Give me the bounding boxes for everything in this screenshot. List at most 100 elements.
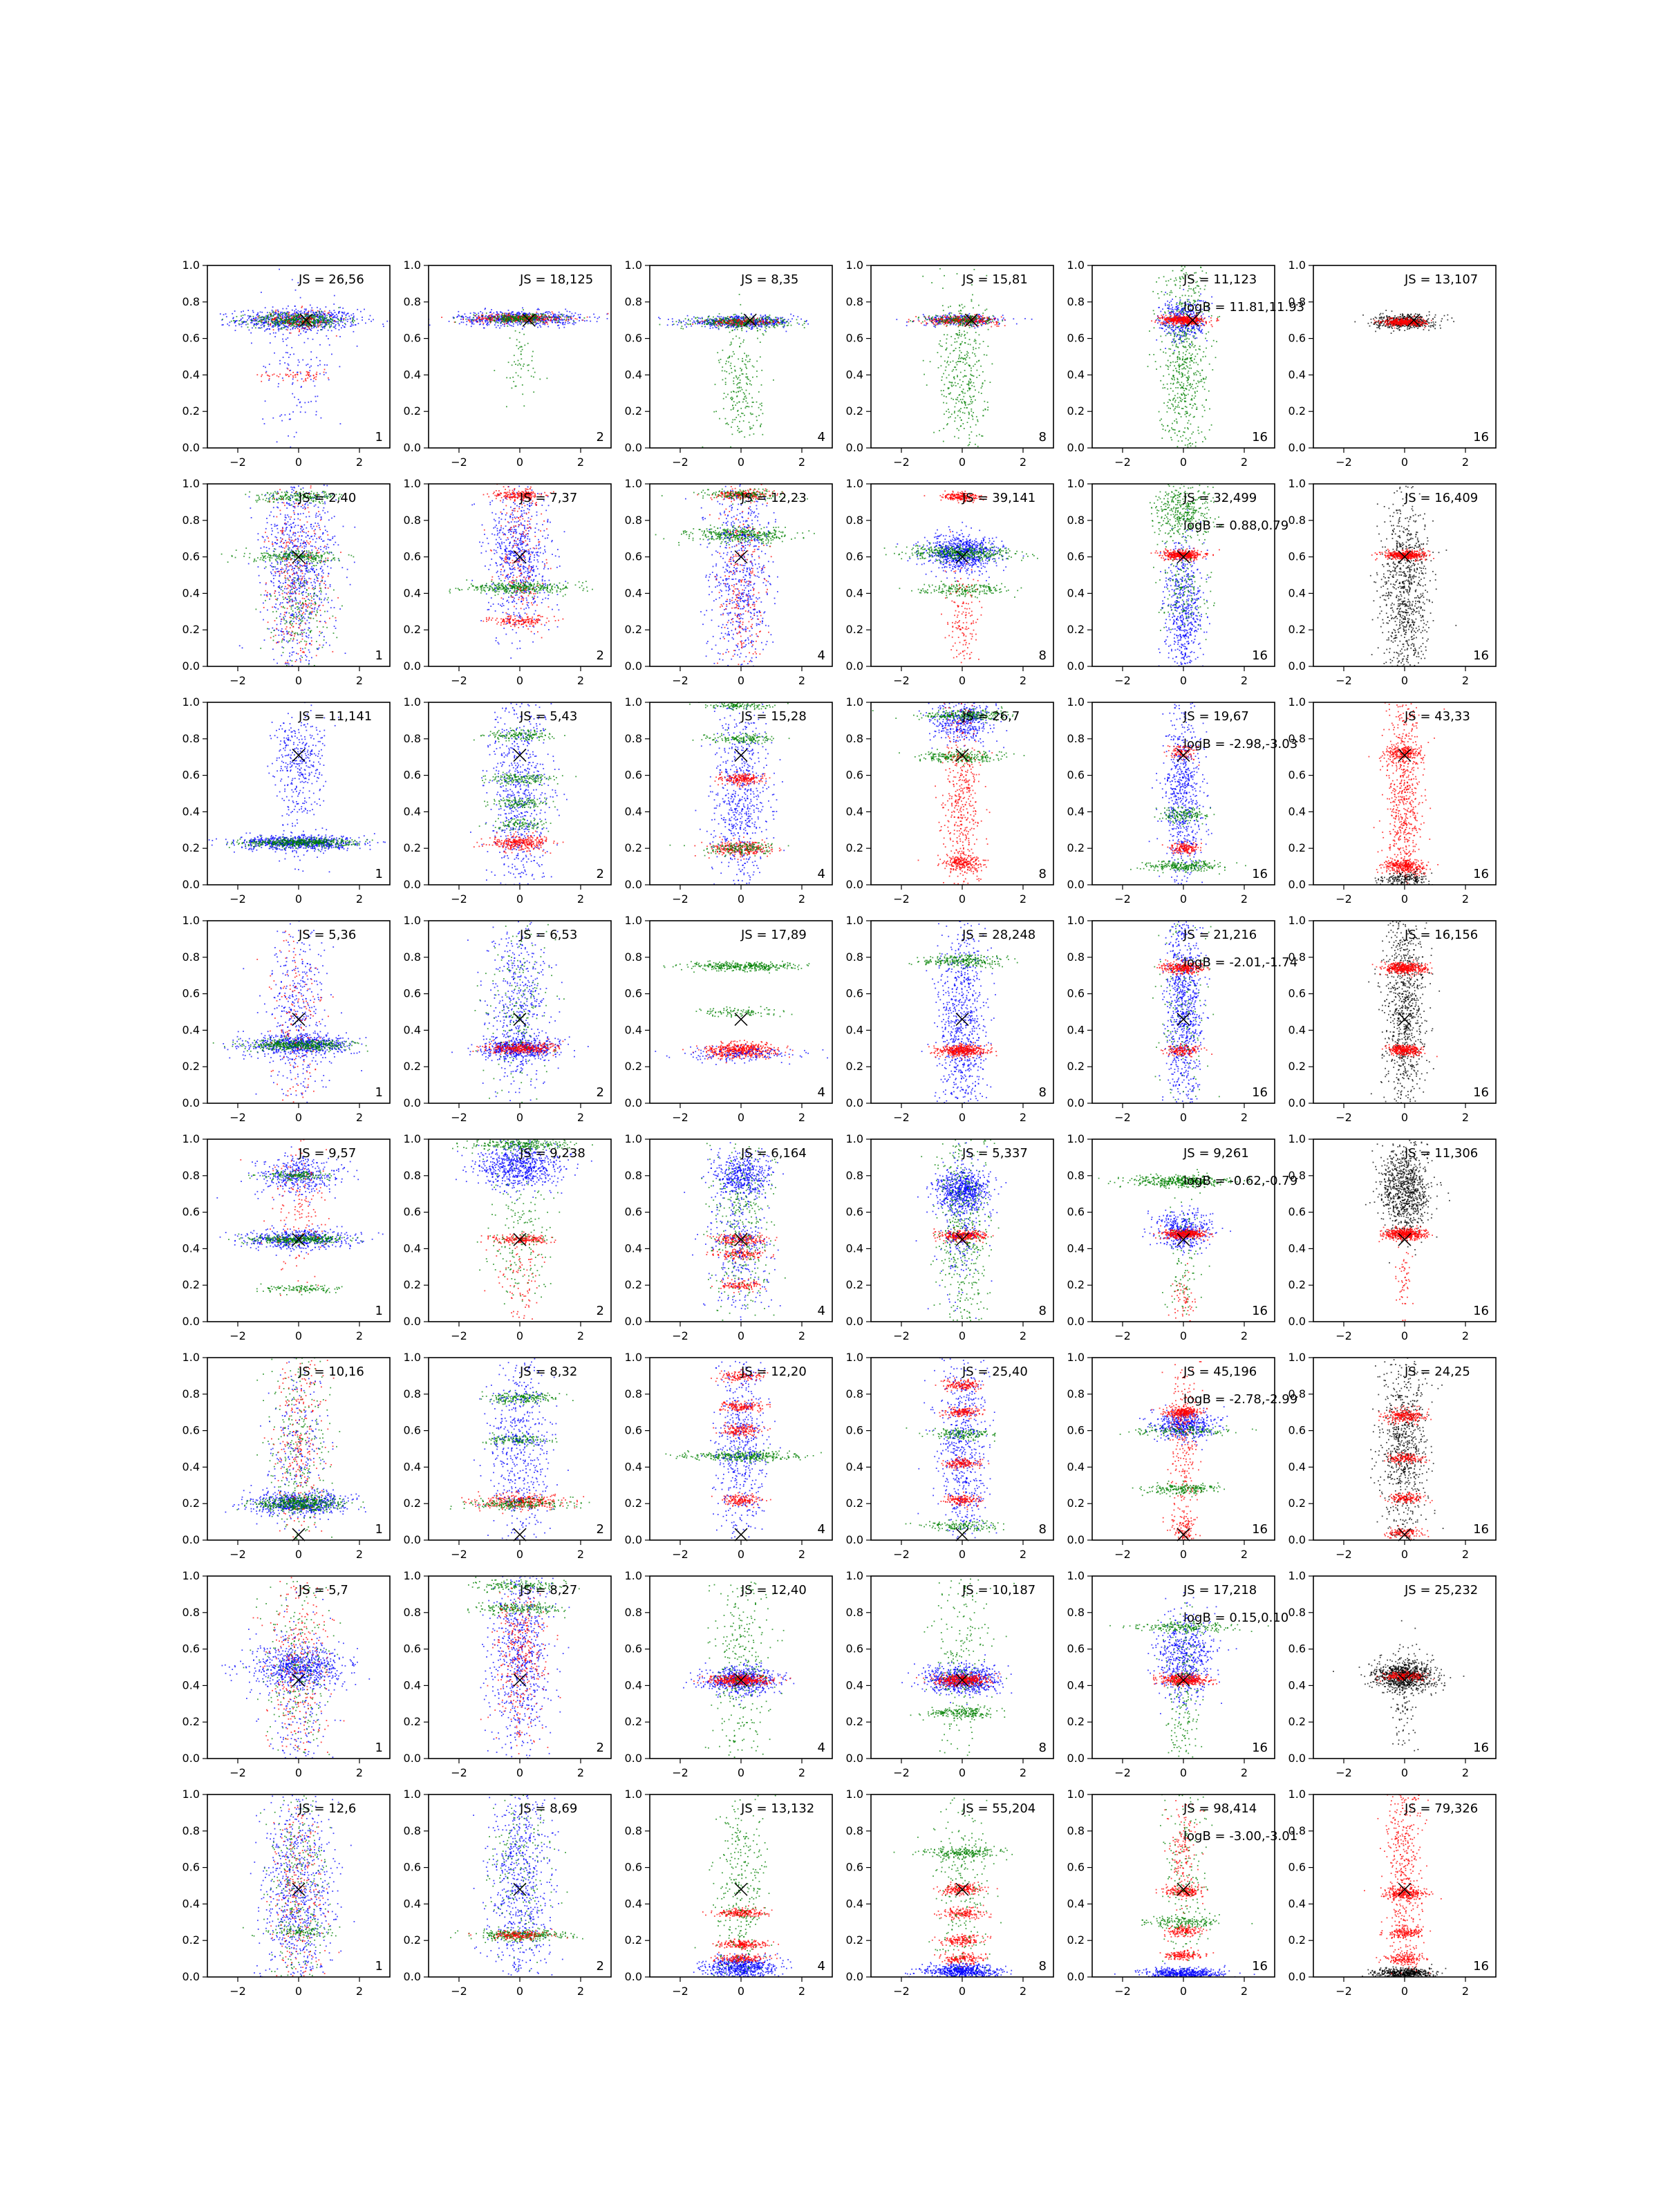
- scatter-point: [781, 318, 782, 319]
- scatter-point: [503, 324, 504, 326]
- scatter-point: [791, 318, 793, 319]
- scatter-point: [285, 414, 286, 415]
- scatter-point: [926, 325, 927, 326]
- scatter-point: [934, 317, 935, 318]
- scatter-point: [775, 317, 776, 318]
- scatter-point: [957, 375, 958, 376]
- scatter-point: [765, 317, 767, 319]
- scatter-point: [315, 322, 316, 324]
- scatter-point: [339, 320, 341, 321]
- scatter-point: [942, 322, 944, 324]
- scatter-point: [527, 324, 529, 325]
- scatter-point: [949, 317, 950, 319]
- scatter-point: [441, 317, 442, 318]
- scatter-point: [506, 406, 507, 407]
- scatter-point: [309, 376, 310, 377]
- scatter-point: [734, 329, 735, 330]
- scatter-point: [279, 321, 280, 322]
- scatter-point: [975, 340, 977, 341]
- scatter-point: [956, 318, 957, 319]
- scatter-point: [344, 326, 345, 328]
- scatter-point: [264, 330, 265, 332]
- scatter-point: [568, 316, 570, 317]
- scatter-point: [521, 358, 522, 359]
- scatter-point: [982, 319, 983, 321]
- scatter-point: [277, 324, 279, 326]
- scatter-point: [756, 376, 758, 377]
- scatter-point: [718, 360, 720, 362]
- scatter-point: [944, 413, 945, 415]
- scatter-point: [257, 317, 259, 318]
- x-tick-label: 2: [798, 456, 805, 469]
- scatter-point: [337, 316, 338, 317]
- scatter-point: [730, 325, 731, 326]
- scatter-point: [746, 325, 747, 326]
- scatter-point: [278, 311, 279, 312]
- scatter-point: [709, 318, 711, 319]
- scatter-point: [570, 317, 571, 318]
- scatter-point: [302, 321, 303, 322]
- scatter-point: [763, 335, 765, 336]
- scatter-point: [948, 321, 949, 323]
- scatter-point: [543, 315, 545, 316]
- scatter-point: [998, 326, 1000, 327]
- scatter-point: [316, 376, 317, 377]
- scatter-point: [704, 320, 706, 321]
- scatter-point: [749, 361, 750, 362]
- scatter-point: [726, 327, 727, 328]
- scatter-point: [762, 321, 763, 323]
- scatter-point: [715, 322, 716, 324]
- scatter-point: [265, 315, 267, 317]
- scatter-point: [326, 322, 327, 324]
- scatter-point: [941, 379, 942, 381]
- scatter-point: [269, 328, 270, 330]
- scatter-point: [294, 320, 295, 321]
- scatter-point: [731, 363, 732, 364]
- scatter-point: [522, 393, 523, 395]
- scatter-point: [493, 317, 494, 318]
- scatter-point: [750, 428, 751, 429]
- scatter-point: [243, 315, 244, 316]
- scatter-point: [290, 329, 291, 330]
- scatter-point: [351, 324, 353, 325]
- scatter-point: [735, 404, 736, 406]
- y-tick-label: 0.4: [625, 368, 642, 381]
- scatter-point: [325, 326, 326, 327]
- scatter-point: [295, 321, 297, 323]
- scatter-point: [971, 415, 973, 416]
- scatter-point: [273, 325, 274, 326]
- scatter-point: [732, 419, 733, 420]
- scatter-point: [532, 360, 533, 362]
- scatter-point: [967, 315, 968, 316]
- scatter-point: [554, 317, 556, 318]
- scatter-point: [959, 330, 960, 331]
- scatter-point: [771, 323, 773, 324]
- scatter-point: [325, 316, 326, 317]
- scatter-point: [749, 323, 750, 324]
- scatter-point: [955, 382, 956, 384]
- scatter-point: [700, 318, 702, 319]
- scatter-point: [523, 321, 525, 322]
- scatter-point: [731, 317, 733, 318]
- scatter-point: [935, 325, 937, 326]
- scatter-point: [719, 362, 720, 364]
- scatter-point: [787, 325, 788, 326]
- scatter-point: [987, 406, 988, 408]
- scatter-point: [488, 317, 489, 319]
- scatter-point: [727, 422, 728, 424]
- scatter-point: [309, 367, 310, 368]
- scatter-point: [519, 341, 521, 343]
- scatter-point: [342, 321, 344, 323]
- scatter-point: [987, 324, 988, 325]
- scatter-point: [939, 324, 940, 325]
- scatter-point: [251, 320, 252, 321]
- scatter-point: [949, 393, 950, 395]
- scatter-point: [773, 321, 774, 323]
- scatter-point: [313, 317, 315, 319]
- scatter-point: [297, 310, 299, 312]
- scatter-point: [731, 397, 733, 398]
- scatter-point: [255, 321, 256, 322]
- scatter-point: [459, 315, 460, 317]
- scatter-point: [281, 420, 283, 422]
- scatter-point: [247, 327, 249, 328]
